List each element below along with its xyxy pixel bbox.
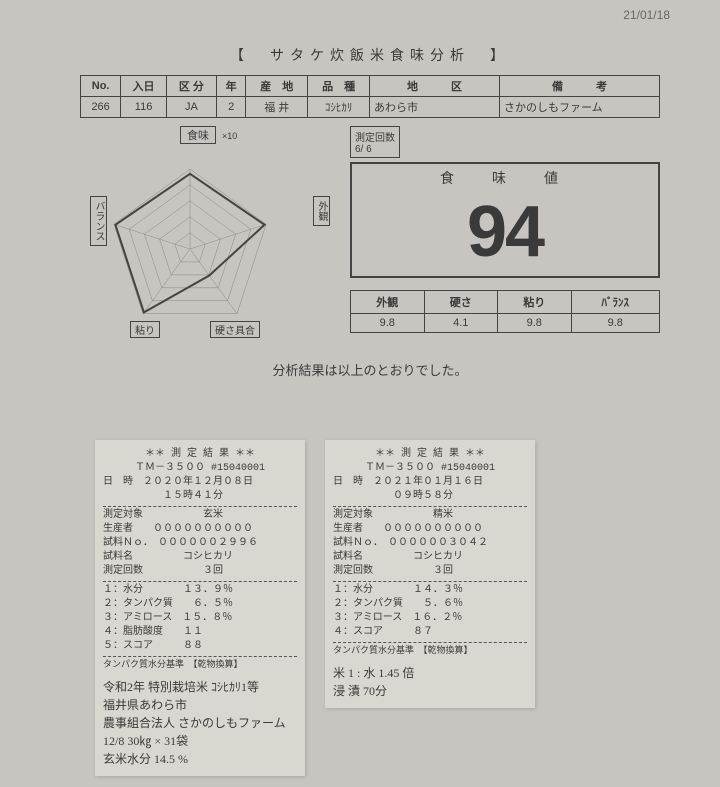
- r1-dt-label: 日 時: [103, 477, 133, 488]
- divider: [103, 581, 297, 582]
- page-date-stamp: 21/01/18: [623, 8, 670, 22]
- cell-variety: ｺｼﾋｶﾘ: [308, 97, 370, 118]
- r2-amylose: ３：アミロース １６．２％: [333, 612, 527, 626]
- cell-date: 116: [121, 97, 167, 118]
- score-section: 測定回数 6/ 6 食 味 値 94 外観 硬さ 粘り ﾊﾞﾗﾝｽ 9.8 4: [350, 126, 660, 342]
- axis-hardness: 硬さ具合: [210, 321, 260, 338]
- meas-count-label: 測定回数: [355, 133, 395, 144]
- r2-name-label: 試料名: [333, 552, 363, 563]
- r1-protein: ２：タンパク質 ６．５％: [103, 598, 297, 612]
- r1-sample-label: 試料Ｎｏ．: [103, 538, 148, 549]
- sub-v-appearance: 9.8: [351, 314, 425, 333]
- col-no: No.: [81, 76, 121, 97]
- r1-score: ５：スコア ８８: [103, 640, 297, 654]
- sub-v-hardness: 4.1: [424, 314, 498, 333]
- r2-handwritten-notes: 米 1 : 水 1.45 倍 浸 漬 70分: [333, 664, 527, 700]
- sample-info-table: No. 入日 区 分 年 産 地 品 種 地 区 備 考 266 116 JA …: [80, 75, 660, 118]
- cell-area: あわら市: [370, 97, 500, 118]
- r1-producer: ００００００００００: [153, 524, 253, 535]
- analysis-report: 【 サタケ炊飯米食味分析 】 No. 入日 区 分 年 産 地 品 種 地 区 …: [80, 45, 660, 379]
- receipt-polished-rice: ＊＊ 測 定 結 果 ＊＊ ＴＭ－３５００ #15040001 日 時 ２０２１…: [325, 440, 535, 708]
- axis-appearance: 外観: [313, 196, 330, 226]
- sub-h-appearance: 外観: [351, 291, 425, 314]
- divider: [103, 656, 297, 657]
- measurement-count-box: 測定回数 6/ 6: [350, 126, 400, 158]
- taste-score-box: 食 味 値 94: [350, 162, 660, 278]
- result-summary: 分析結果は以上のとおりでした。: [80, 360, 660, 379]
- r1-target: 玄米: [203, 510, 223, 521]
- sub-h-stickiness: 粘り: [498, 291, 572, 314]
- r2-moisture: １：水分 １４．３％: [333, 584, 527, 598]
- r1-handwritten-notes: 令和2年 特別栽培米 ｺｼﾋｶﾘ1等 福井県あわら市 農事組合法人 さかのしもフ…: [103, 678, 297, 768]
- radar-multiplier: ×10: [222, 131, 237, 141]
- r2-dt1: ２０２１年０１月１６日: [373, 477, 483, 488]
- r2-header: ＊＊ 測 定 結 果 ＊＊: [333, 448, 527, 462]
- score-label: 食 味 値: [354, 166, 656, 190]
- sub-v-balance: 9.8: [571, 314, 660, 333]
- r1-moisture: １：水分 １３．９％: [103, 584, 297, 598]
- r1-sample: ００００００２９９６: [158, 538, 258, 549]
- r2-dt-label: 日 時: [333, 477, 363, 488]
- cell-remarks: さかのしもファーム: [500, 97, 660, 118]
- r1-model: ＴＭ－３５００ #15040001: [103, 462, 297, 476]
- r2-count: ３回: [433, 566, 453, 577]
- report-title: 【 サタケ炊飯米食味分析 】: [80, 45, 660, 65]
- r1-target-label: 測定対象: [103, 510, 143, 521]
- r2-basis: タンパク質水分基準 【乾物換算】: [333, 645, 527, 658]
- r2-target: 精米: [433, 510, 453, 521]
- r1-count: ３回: [203, 566, 223, 577]
- col-area: 地 区: [370, 76, 500, 97]
- r1-producer-label: 生産者: [103, 524, 133, 535]
- col-division: 区 分: [166, 76, 216, 97]
- r1-basis: タンパク質水分基準 【乾物換算】: [103, 659, 297, 672]
- r2-producer-label: 生産者: [333, 524, 363, 535]
- sub-h-balance: ﾊﾞﾗﾝｽ: [571, 291, 660, 314]
- divider: [333, 506, 527, 507]
- cell-division: JA: [166, 97, 216, 118]
- r1-name-label: 試料名: [103, 552, 133, 563]
- sub-h-hardness: 硬さ: [424, 291, 498, 314]
- r1-count-label: 測定回数: [103, 566, 143, 577]
- cell-origin: 福 井: [246, 97, 308, 118]
- r2-count-label: 測定回数: [333, 566, 373, 577]
- cell-no: 266: [81, 97, 121, 118]
- radar-chart: [80, 149, 300, 339]
- sub-scores-table: 外観 硬さ 粘り ﾊﾞﾗﾝｽ 9.8 4.1 9.8 9.8: [350, 290, 660, 333]
- col-date: 入日: [121, 76, 167, 97]
- table-header-row: No. 入日 区 分 年 産 地 品 種 地 区 備 考: [81, 76, 660, 97]
- r1-dt2: １５時４１分: [103, 490, 297, 504]
- r1-header: ＊＊ 測 定 結 果 ＊＊: [103, 448, 297, 462]
- r2-dt2: ０９時５８分: [333, 490, 527, 504]
- axis-stickiness: 粘り: [130, 321, 160, 338]
- r1-dt1: ２０２０年１２月０８日: [143, 477, 253, 488]
- radar-title: 食味: [180, 126, 216, 144]
- divider: [103, 506, 297, 507]
- col-remarks: 備 考: [500, 76, 660, 97]
- col-year: 年: [216, 76, 245, 97]
- receipt-brown-rice: ＊＊ 測 定 結 果 ＊＊ ＴＭ－３５００ #15040001 日 時 ２０２０…: [95, 440, 305, 776]
- axis-balance: バランス: [90, 196, 107, 246]
- divider: [333, 642, 527, 643]
- table-data-row: 266 116 JA 2 福 井 ｺｼﾋｶﾘ あわら市 さかのしもファーム: [81, 97, 660, 118]
- r2-name: コシヒカリ: [413, 552, 463, 563]
- cell-year: 2: [216, 97, 245, 118]
- r2-model: ＴＭ－３５００ #15040001: [333, 462, 527, 476]
- r2-sample: ００００００３０４２: [388, 538, 488, 549]
- r1-name: コシヒカリ: [183, 552, 233, 563]
- r2-score: ４：スコア ８７: [333, 626, 527, 640]
- r2-target-label: 測定対象: [333, 510, 373, 521]
- radar-section: 食味 ×10 バランス 外観 粘り 硬さ具合: [80, 126, 340, 342]
- meas-count-value: 6/ 6: [355, 144, 372, 155]
- sub-v-stickiness: 9.8: [498, 314, 572, 333]
- r2-protein: ２：タンパク質 ５．６％: [333, 598, 527, 612]
- col-origin: 産 地: [246, 76, 308, 97]
- col-variety: 品 種: [308, 76, 370, 97]
- r2-producer: ００００００００００: [383, 524, 483, 535]
- r1-fatty-acid: ４：脂肪酸度 １１: [103, 626, 297, 640]
- score-value: 94: [354, 190, 656, 274]
- r2-sample-label: 試料Ｎｏ．: [333, 538, 378, 549]
- r1-amylose: ３：アミロース １５．８％: [103, 612, 297, 626]
- divider: [333, 581, 527, 582]
